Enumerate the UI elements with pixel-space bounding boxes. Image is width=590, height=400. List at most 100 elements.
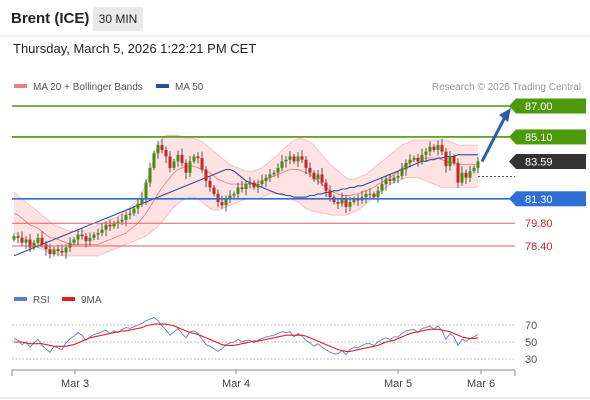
candle-body xyxy=(384,179,388,185)
ma20-legend-label: MA 20 + Bollinger Bands xyxy=(33,82,143,93)
candle-body xyxy=(412,158,416,160)
candle-body xyxy=(184,162,188,173)
candle-body xyxy=(240,187,244,190)
candle-body xyxy=(228,195,232,199)
candle-body xyxy=(436,145,440,150)
candle-body xyxy=(140,198,144,204)
candle-body xyxy=(224,198,228,206)
rsi-panel: 70 50 30 xyxy=(12,316,537,366)
candle-body xyxy=(312,172,316,180)
candle-body xyxy=(112,223,116,227)
candle-body xyxy=(256,184,260,188)
candle-body xyxy=(64,247,68,253)
candle-body xyxy=(40,237,44,245)
candle-body xyxy=(248,182,252,185)
level-box-83.59 xyxy=(516,154,586,170)
candle-body xyxy=(24,239,28,243)
instrument-title: Brent (ICE) xyxy=(11,10,90,27)
candle-body xyxy=(148,167,152,183)
candle-body xyxy=(448,156,452,167)
x-axis-labels: Mar 3 Mar 4 Mar 5 Mar 6 xyxy=(61,370,495,390)
candle-body xyxy=(192,156,196,162)
candle-body xyxy=(80,234,84,237)
level-box-pointer-87.00 xyxy=(509,98,516,114)
candle-body xyxy=(332,197,336,203)
candle-body xyxy=(136,203,140,209)
candle-body xyxy=(476,161,480,168)
timeframe-button[interactable]: 30 MIN xyxy=(93,7,143,31)
candle-body xyxy=(216,193,220,203)
candle-body xyxy=(416,158,420,162)
candle-body xyxy=(200,158,204,170)
candle-body xyxy=(460,172,464,183)
level-box-pointer-85.10 xyxy=(509,129,516,145)
candle-body xyxy=(128,213,132,216)
candle-body xyxy=(316,174,320,180)
rsi-line xyxy=(13,316,479,356)
candle-body xyxy=(32,242,36,248)
level-label-78.40: 78.40 xyxy=(525,241,553,253)
candle-body xyxy=(300,156,304,160)
candle-body xyxy=(156,145,160,154)
candle-body xyxy=(428,146,432,152)
candle-body xyxy=(328,190,332,198)
candle-body xyxy=(208,180,212,188)
candle-body xyxy=(464,172,468,178)
candle-body xyxy=(172,161,176,168)
candle-body xyxy=(12,236,16,240)
candle-body xyxy=(116,221,120,224)
candle-body xyxy=(468,171,472,178)
candle-body xyxy=(408,159,412,163)
candle-body xyxy=(76,234,80,240)
candle-body xyxy=(88,237,92,242)
candle-body xyxy=(28,239,32,248)
candle-body xyxy=(284,159,288,162)
candle-body xyxy=(48,249,52,255)
candle-body xyxy=(104,224,108,230)
candle-body xyxy=(364,193,368,198)
x-label-Mar-4: Mar 4 xyxy=(222,378,250,390)
level-box-87.00 xyxy=(516,98,586,114)
ma50-legend-swatch xyxy=(156,84,169,88)
candle-body xyxy=(252,182,256,188)
candle-body xyxy=(388,179,392,181)
candle-body xyxy=(308,167,312,173)
level-label-85.10: 85.10 xyxy=(525,132,553,144)
candle-body xyxy=(36,237,40,243)
rsi-tick-70: 70 xyxy=(525,320,537,332)
candle-body xyxy=(176,154,180,162)
candle-body xyxy=(44,244,48,250)
candle-body xyxy=(452,156,456,163)
candle-body xyxy=(92,234,96,238)
candle-body xyxy=(160,145,164,150)
bollinger-band-area xyxy=(14,135,478,256)
candle-body xyxy=(400,169,404,176)
candle-body xyxy=(380,184,384,191)
candle-body xyxy=(392,177,396,181)
candle-body xyxy=(320,174,324,183)
price-layer xyxy=(12,134,480,259)
level-box-81.30 xyxy=(516,191,586,207)
candle-body xyxy=(356,198,360,201)
candle-body xyxy=(84,236,88,242)
candle-body xyxy=(100,229,104,233)
candle-body xyxy=(168,156,172,168)
candle-body xyxy=(96,232,100,235)
candle-body xyxy=(124,215,128,220)
candle-body xyxy=(296,156,300,162)
candle-body xyxy=(232,193,236,196)
candle-body xyxy=(60,250,64,253)
level-label-83.59: 83.59 xyxy=(525,157,553,169)
chart-header: Brent (ICE) 30 MIN xyxy=(0,0,590,36)
candle-body xyxy=(288,156,292,160)
candle-body xyxy=(264,177,268,181)
candle-body xyxy=(212,187,216,194)
ma50-legend-label: MA 50 xyxy=(175,82,204,93)
candle-body xyxy=(244,184,248,190)
x-label-Mar-3: Mar 3 xyxy=(61,378,89,390)
candle-body xyxy=(440,145,444,152)
timestamp: Thursday, March 5, 2026 1:22:21 PM CET xyxy=(13,41,257,56)
ma9-legend-label: 9MA xyxy=(81,295,102,306)
rsi-tick-50: 50 xyxy=(525,337,537,349)
